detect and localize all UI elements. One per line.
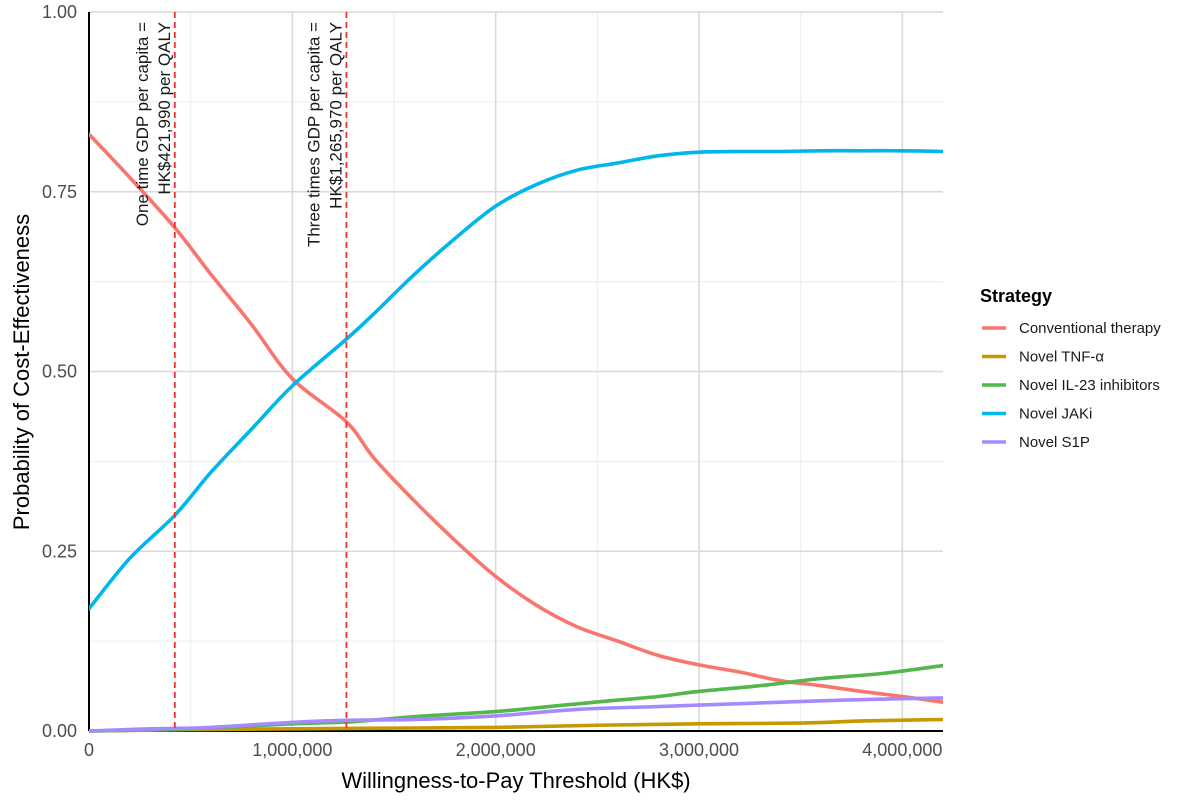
series-line-novel-jaki xyxy=(89,148,943,611)
legend-label-novel-jaki: Novel JAKi xyxy=(1019,406,1092,423)
y-tick-label: 1.00 xyxy=(42,2,77,22)
x-tick-label: 0 xyxy=(84,740,94,760)
y-tick-label: 0.00 xyxy=(42,721,77,741)
legend-title: Strategy xyxy=(980,286,1052,306)
x-axis-title: Willingness-to-Pay Threshold (HK$) xyxy=(341,768,690,793)
reference-annotation-1: One time GDP per capita = HK$421,990 per … xyxy=(133,22,174,226)
x-tick-label: 4,000,000 xyxy=(862,740,942,760)
legend-label-conventional-therapy: Conventional therapy xyxy=(1019,320,1161,337)
grid-layer xyxy=(89,11,943,731)
legend-label-novel-tnf: Novel TNF-α xyxy=(1019,349,1104,366)
legend: Strategy Conventional therapy Novel TNF-α… xyxy=(980,286,1161,451)
series-line-novel-s1p xyxy=(89,696,943,733)
legend-label-novel-il-23-inhibitors: Novel IL-23 inhibitors xyxy=(1019,377,1160,394)
y-tick-label: 0.50 xyxy=(42,362,77,382)
reference-lines-layer: One time GDP per capita = HK$421,990 per … xyxy=(133,12,348,731)
axes-layer: 0.00 0.25 0.50 0.75 1.00 0 1,000,000 2,000,000 3… xyxy=(42,2,943,760)
x-tick-label: 3,000,000 xyxy=(659,740,739,760)
x-tick-label: 1,000,000 xyxy=(252,740,332,760)
reference-annotation-2: Three times GDP per capita = HK$1,265,970… xyxy=(304,22,345,247)
series-layer xyxy=(89,132,943,733)
y-tick-label: 0.25 xyxy=(42,541,77,561)
series-line-conventional-therapy xyxy=(89,132,943,705)
y-axis-title: Probability of Cost-Effectiveness xyxy=(9,214,34,530)
reference-annotation-line1: One time GDP per capita = xyxy=(133,22,152,226)
legend-label-novel-s1p: Novel S1P xyxy=(1019,434,1090,451)
y-tick-label: 0.75 xyxy=(42,182,77,202)
series-line-novel-tnf xyxy=(89,717,943,733)
x-tick-label: 2,000,000 xyxy=(456,740,536,760)
reference-annotation-line1: Three times GDP per capita = xyxy=(304,22,323,247)
reference-annotation-line2: HK$421,990 per QALY xyxy=(155,22,174,195)
reference-annotation-line2: HK$1,265,970 per QALY xyxy=(326,22,345,209)
